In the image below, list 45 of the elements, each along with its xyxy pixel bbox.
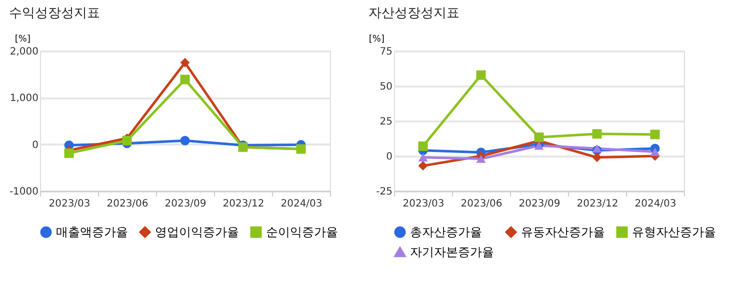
y-tick-label: -25 [376,186,392,198]
legend-label: 유형자산증가율 [632,225,716,240]
x-tick-label: 2024/03 [280,198,322,210]
x-tick-label: 2023/12 [576,198,618,210]
x-tick-label: 2023/09 [164,198,206,210]
legend-label: 유동자산증가율 [521,225,605,240]
y-axis-title: [%] [368,34,384,44]
x-tick-label: 2023/12 [222,198,264,210]
point [180,136,190,146]
y-tick-label: 1,000 [10,93,38,104]
point [534,132,544,142]
x-tick-label: 2023/09 [518,198,560,210]
x-tick-label: 2024/03 [634,198,676,210]
point [476,70,486,80]
x-tick-label: 2023/03 [402,198,444,210]
y-tick-label: 0 [32,140,38,151]
legend-label: 순이익증가율 [266,225,338,240]
point [592,129,602,139]
y-tick-label: 50 [380,82,392,92]
chart-title: 자산성장성지표 [368,6,460,21]
x-tick-label: 2023/06 [106,198,148,210]
point [64,148,74,158]
legend-label: 영업이익증가율 [155,225,239,240]
y-tick-label: 75 [380,46,392,58]
point [180,58,190,68]
y-axis-title: [%] [14,34,30,44]
legend-label: 매출액증가율 [56,225,128,240]
y-tick-label: 2,000 [10,46,38,58]
x-tick-label: 2023/06 [460,198,502,210]
y-tick-label: 0 [386,152,392,162]
legend-label: 총자산증가율 [410,225,482,240]
point [592,152,602,162]
legend-label: 자기자본증가율 [410,245,494,259]
point [650,130,660,140]
y-tick-label: 25 [380,116,392,128]
point [418,141,428,151]
point [418,161,428,171]
x-tick-label: 2023/03 [48,198,90,210]
chart-title: 수익성장성지표 [8,6,100,21]
point [418,153,428,162]
point [180,74,190,84]
point [650,148,660,156]
y-tick-label: -1000 [9,186,38,198]
point [592,144,602,153]
point [476,154,486,163]
